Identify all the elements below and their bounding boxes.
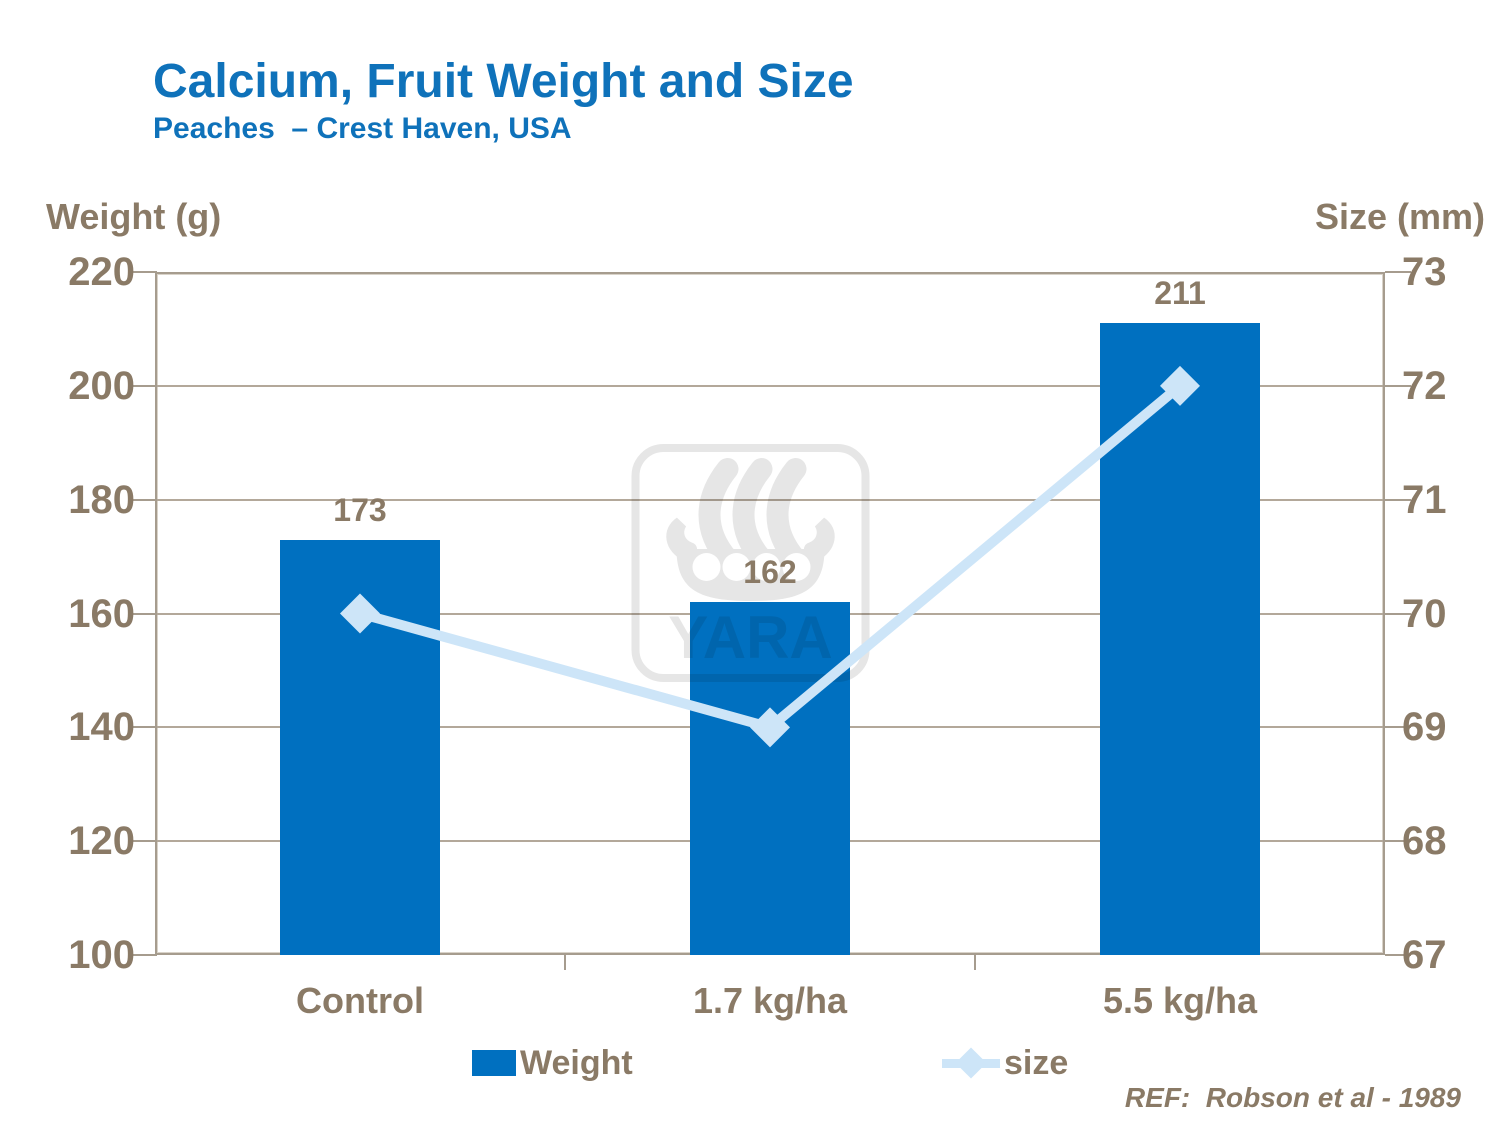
right-tick-label-71: 71 [1402,477,1447,522]
left-tick-label-160: 160 [68,591,135,636]
size-series-marker [942,1046,1000,1079]
left-tick-140 [130,726,157,729]
legend-item-size: size [942,1040,1068,1086]
legend-label-size: size [1004,1043,1069,1082]
legend: Weight size [0,1040,1501,1086]
reference-text: REF: Robson et al - 1989 [1124,1082,1461,1113]
bar-value-label: 211 [1154,275,1206,312]
left-tick-label-100: 100 [68,933,135,977]
category-label-1: Control [296,980,424,1021]
left-tick-label-200: 200 [68,363,135,408]
size-line-series [340,365,1200,748]
right-tick-label-73: 73 [1402,250,1447,294]
category-boundary-tick [974,955,976,970]
right-tick-label-72: 72 [1402,363,1447,408]
gridline-200 [157,384,1383,387]
right-axis-title: Size (mm) [1314,196,1485,237]
weight-series-swatch [472,1050,516,1076]
size-point-1.7 kg/ha [750,707,790,748]
legend-item-weight: Weight [472,1040,633,1086]
diamond-marker-icon [955,1046,987,1079]
left-tick-100 [130,954,157,956]
right-tick-70 [1385,612,1411,615]
right-tick-72 [1385,384,1411,387]
yara-watermark-logo: YARA [631,444,870,682]
right-tick-label-67: 67 [1402,933,1447,977]
left-tick-160 [130,612,157,615]
watermark-text: YARA [668,604,833,671]
left-tick-180 [130,498,157,501]
chart-title: Calcium, Fruit Weight and Size [153,55,854,108]
right-tick-69 [1385,726,1411,729]
left-tick-label-140: 140 [68,705,135,750]
category-boundary-tick [564,955,566,970]
right-tick-label-68: 68 [1402,819,1447,864]
size-point-5.5 kg/ha [1160,365,1200,406]
chart-subtitle: Peaches – Crest Haven, USA [153,112,572,145]
left-tick-200 [130,384,157,387]
right-tick-71 [1385,498,1411,501]
left-tick-label-120: 120 [68,819,135,864]
left-axis-title: Weight (g) [46,196,222,237]
left-tick-label-180: 180 [68,477,135,522]
right-tick-73 [1385,271,1411,273]
category-label-2: 1.7 kg/ha [692,980,848,1021]
bar-value-label: 162 [743,554,797,591]
right-tick-68 [1385,840,1411,843]
left-tick-120 [130,840,157,843]
watermark-border [631,444,870,682]
bar-weight-1.7 kg/ha [690,602,850,955]
right-tick-67 [1385,954,1411,956]
right-tick-label-70: 70 [1402,591,1447,636]
left-tick-label-220: 220 [68,250,135,294]
bar-value-label: 173 [333,491,387,528]
category-label-3: 5.5 kg/ha [1102,980,1258,1021]
left-tick-220 [130,271,157,273]
size-point-Control [340,593,380,634]
right-tick-label-69: 69 [1402,705,1447,750]
ship-hull-icon [666,517,835,601]
legend-label-weight: Weight [520,1043,633,1082]
